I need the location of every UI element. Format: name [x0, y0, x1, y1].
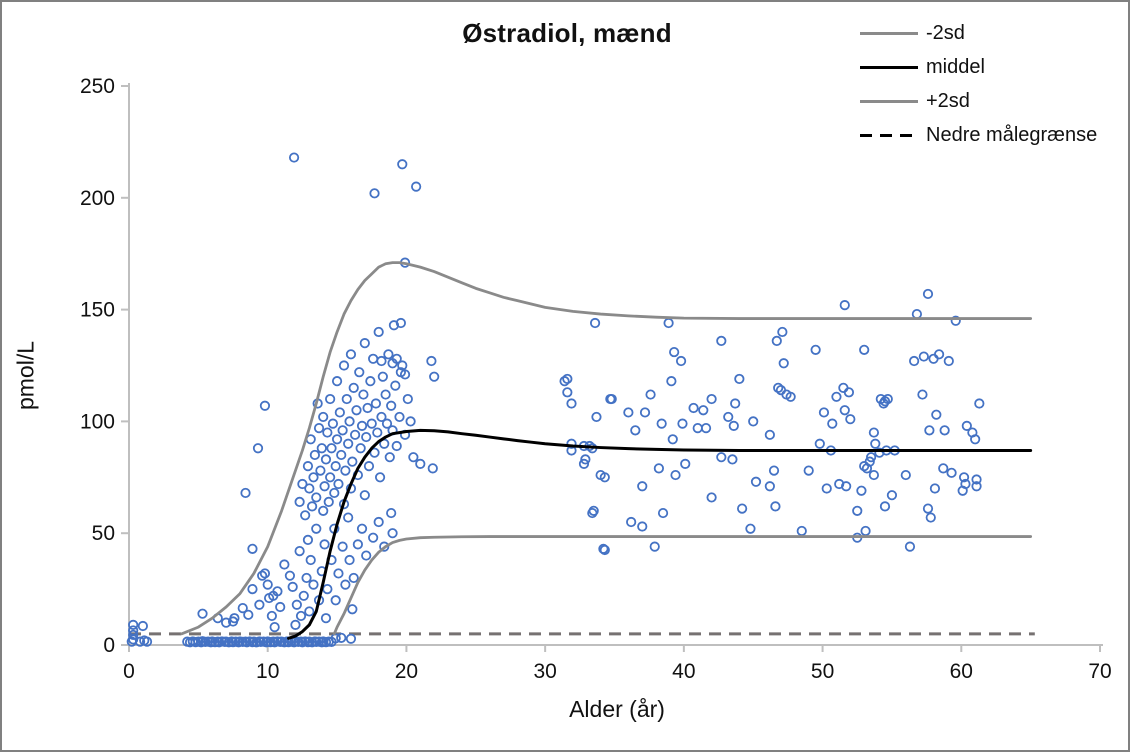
legend-item: middel [860, 50, 1097, 84]
y-tick-label: 50 [92, 522, 115, 545]
legend-label: +2sd [926, 89, 970, 112]
legend-swatch-solid-gray [860, 99, 918, 103]
x-tick-label: 40 [672, 660, 695, 683]
x-tick-label: 70 [1088, 660, 1111, 683]
legend-item: -2sd [860, 16, 1097, 50]
x-tick-label: 30 [533, 660, 556, 683]
y-tick-label: 150 [80, 299, 115, 322]
legend-label: -2sd [926, 21, 965, 44]
legend-swatch-dashed-black [860, 133, 918, 137]
chart-title: Østradiol, mænd [462, 18, 672, 48]
x-tick-label: 50 [811, 660, 834, 683]
legend: -2sd middel +2sd Nedre målegrænse [860, 16, 1097, 152]
y-tick-label: 200 [80, 187, 115, 210]
y-tick-label: 0 [103, 634, 115, 657]
legend-item: +2sd [860, 84, 1097, 118]
y-axis-title: pmol/L [12, 340, 39, 411]
x-tick-label: 20 [395, 660, 418, 683]
x-tick-label: 0 [123, 660, 135, 683]
legend-swatch-solid-gray [860, 31, 918, 35]
curve--2sd [332, 535, 1033, 636]
legend-swatch-solid-black [860, 65, 918, 69]
y-tick-label: 250 [80, 75, 115, 98]
curve-middel [287, 428, 1033, 640]
legend-item: Nedre målegrænse [860, 118, 1097, 152]
curve-+2sd [180, 261, 1033, 636]
x-tick-label: 60 [950, 660, 973, 683]
legend-label: middel [926, 55, 985, 78]
legend-label: Nedre målegrænse [926, 123, 1098, 146]
x-tick-label: 10 [256, 660, 279, 683]
y-tick-label: 100 [80, 410, 115, 433]
scatter-points [126, 152, 985, 648]
x-axis-title: Alder (år) [569, 696, 665, 722]
